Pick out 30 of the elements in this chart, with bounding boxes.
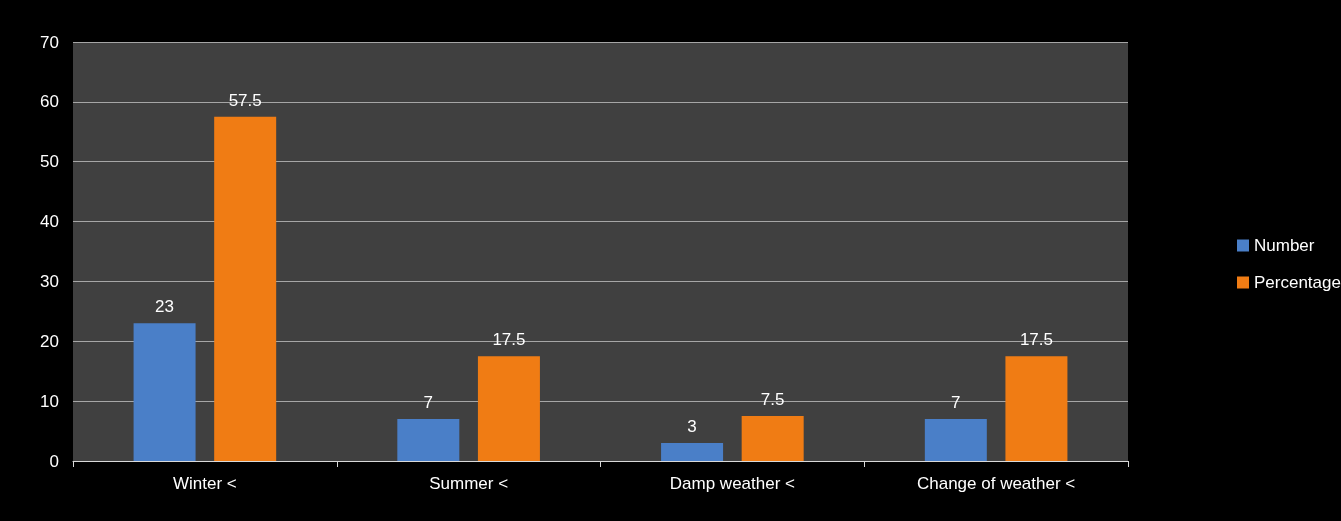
bar (214, 116, 277, 461)
bar (397, 419, 460, 461)
y-tick-label: 20 (40, 331, 59, 351)
y-tick-label: 40 (40, 212, 59, 232)
legend-label: Number (1254, 236, 1315, 255)
y-tick-label: 70 (40, 32, 59, 52)
y-tick-label: 60 (40, 92, 59, 112)
bar (741, 416, 804, 461)
data-label: 17.5 (492, 330, 526, 350)
y-tick-label: 30 (40, 271, 59, 291)
y-tick-label: 50 (40, 152, 59, 172)
y-tick-label: 0 (49, 451, 59, 471)
data-label: 57.5 (228, 90, 262, 110)
bar (924, 419, 987, 461)
legend-label: Percentage (1254, 273, 1341, 292)
y-tick-label: 10 (40, 391, 59, 411)
x-tick-label: Winter < (172, 474, 237, 493)
bar (1005, 356, 1068, 461)
x-tick-label: Change of weather < (916, 474, 1076, 493)
x-tick-label: Summer < (429, 474, 509, 493)
data-label: 7.5 (760, 390, 785, 410)
x-tick-label: Damp weather < (669, 474, 796, 493)
bar (477, 356, 540, 461)
data-label: 7 (951, 393, 961, 413)
data-label: 17.5 (1019, 330, 1053, 350)
bar (133, 323, 196, 461)
data-label: 3 (687, 417, 697, 437)
bar (661, 443, 724, 461)
data-label: 7 (423, 393, 434, 413)
data-label: 23 (155, 297, 175, 317)
